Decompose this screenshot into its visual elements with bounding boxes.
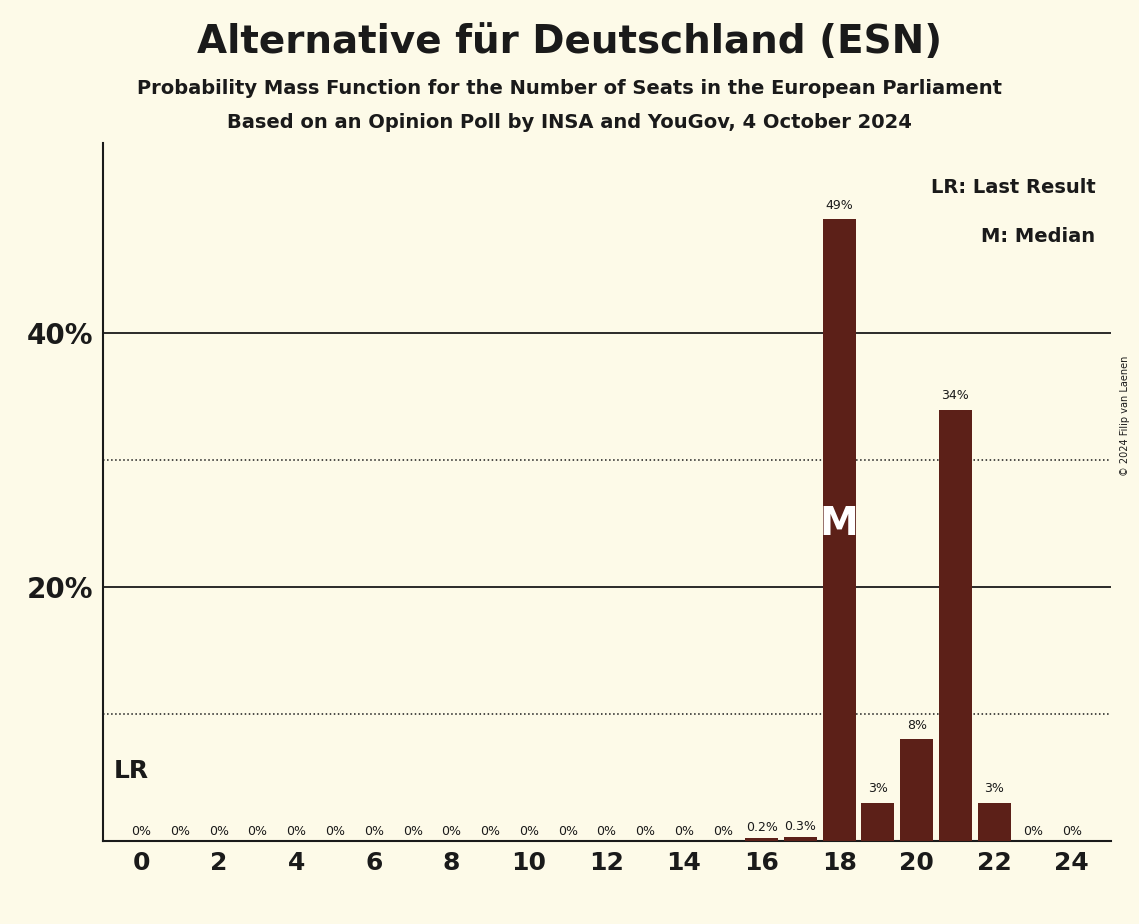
Bar bbox=[900, 739, 933, 841]
Text: 0.2%: 0.2% bbox=[746, 821, 778, 834]
Text: Probability Mass Function for the Number of Seats in the European Parliament: Probability Mass Function for the Number… bbox=[137, 79, 1002, 98]
Text: 3%: 3% bbox=[868, 783, 887, 796]
Text: 0%: 0% bbox=[1023, 824, 1043, 838]
Text: 0%: 0% bbox=[208, 824, 229, 838]
Text: Alternative für Deutschland (ESN): Alternative für Deutschland (ESN) bbox=[197, 23, 942, 61]
Text: 8%: 8% bbox=[907, 719, 927, 732]
Text: 0%: 0% bbox=[636, 824, 655, 838]
Text: 0%: 0% bbox=[713, 824, 732, 838]
Bar bbox=[745, 838, 778, 841]
Text: 34%: 34% bbox=[942, 389, 969, 402]
Text: 0%: 0% bbox=[674, 824, 694, 838]
Bar bbox=[822, 219, 855, 841]
Text: 0%: 0% bbox=[325, 824, 345, 838]
Text: 0%: 0% bbox=[442, 824, 461, 838]
Bar bbox=[977, 803, 1010, 841]
Text: 0%: 0% bbox=[286, 824, 306, 838]
Text: 0%: 0% bbox=[363, 824, 384, 838]
Text: 0%: 0% bbox=[131, 824, 151, 838]
Text: 0%: 0% bbox=[403, 824, 423, 838]
Text: 0%: 0% bbox=[170, 824, 190, 838]
Text: 0%: 0% bbox=[558, 824, 577, 838]
Text: 0%: 0% bbox=[1062, 824, 1082, 838]
Text: 0.3%: 0.3% bbox=[785, 821, 817, 833]
Bar bbox=[861, 803, 894, 841]
Text: 0%: 0% bbox=[247, 824, 268, 838]
Text: 0%: 0% bbox=[519, 824, 539, 838]
Text: © 2024 Filip van Laenen: © 2024 Filip van Laenen bbox=[1120, 356, 1130, 476]
Bar bbox=[784, 837, 817, 841]
Text: LR: LR bbox=[114, 760, 149, 783]
Text: 0%: 0% bbox=[481, 824, 500, 838]
Text: Based on an Opinion Poll by INSA and YouGov, 4 October 2024: Based on an Opinion Poll by INSA and You… bbox=[227, 113, 912, 132]
Bar bbox=[939, 409, 972, 841]
Text: M: Median: M: Median bbox=[982, 227, 1096, 246]
Text: 49%: 49% bbox=[826, 199, 853, 212]
Text: 3%: 3% bbox=[984, 783, 1005, 796]
Text: LR: Last Result: LR: Last Result bbox=[931, 178, 1096, 197]
Text: M: M bbox=[820, 505, 859, 542]
Text: 0%: 0% bbox=[597, 824, 616, 838]
